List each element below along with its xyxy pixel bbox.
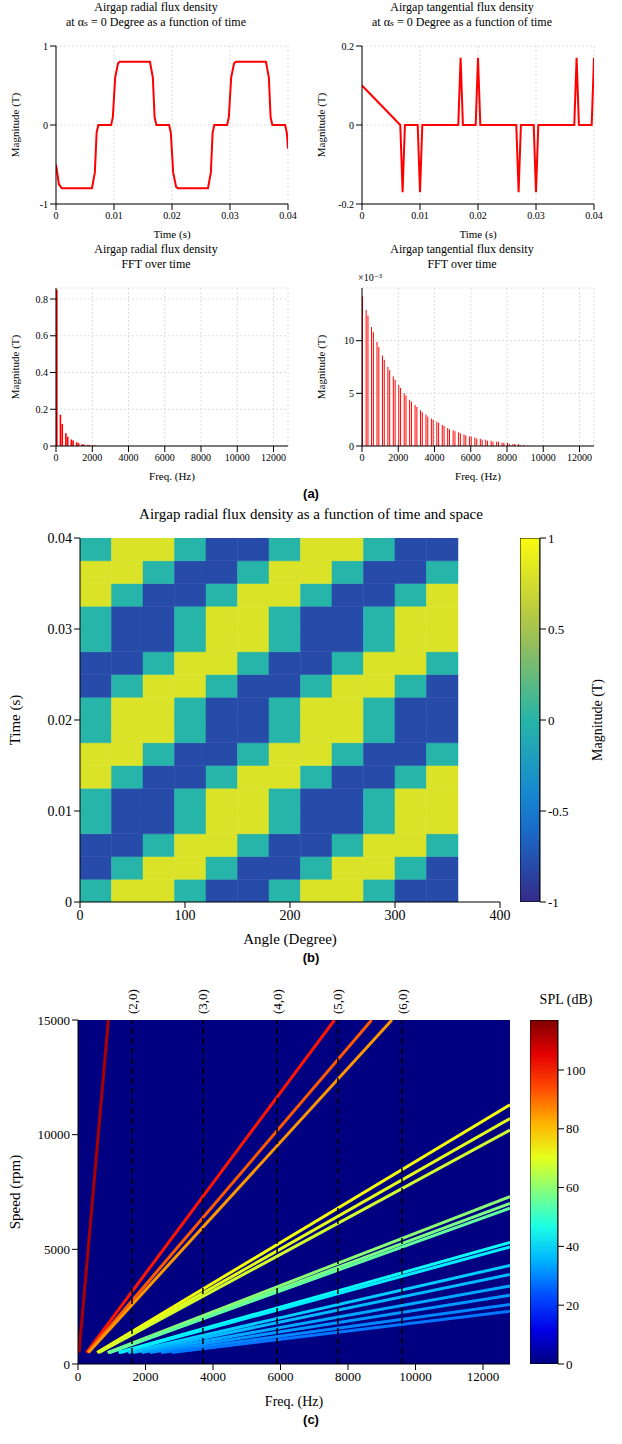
- svg-text:400: 400: [490, 908, 511, 923]
- html-text:(c): (c): [303, 1412, 319, 1427]
- svg-text:Freq. (Hz): Freq. (Hz): [265, 1394, 324, 1410]
- svg-text:20: 20: [566, 1298, 579, 1313]
- svg-text:0.02: 0.02: [48, 713, 73, 728]
- svg-text:0.03: 0.03: [527, 210, 545, 221]
- svg-text:0.2: 0.2: [342, 41, 355, 52]
- svg-text:Speed (rpm): Speed (rpm): [7, 1155, 24, 1230]
- svg-text:4000: 4000: [119, 452, 139, 463]
- svg-text:0: 0: [548, 713, 555, 728]
- svg-text:100: 100: [566, 1063, 586, 1078]
- svg-text:0.03: 0.03: [48, 622, 73, 637]
- svg-text:Time (s): Time (s): [153, 228, 191, 241]
- svg-text:Magnitude (T): Magnitude (T): [590, 679, 606, 761]
- svg-text:Magnitude (T): Magnitude (T): [315, 334, 328, 399]
- svg-text:100: 100: [175, 908, 196, 923]
- html-text:Airgap radial flux density FFT: Airgap radial flux density FFT over time: [94, 242, 218, 271]
- svg-text:0.2: 0.2: [36, 404, 49, 415]
- svg-text:1: 1: [548, 531, 555, 546]
- svg-text:0: 0: [54, 210, 59, 221]
- svg-text:(4,0): (4,0): [270, 989, 285, 1014]
- svg-text:0: 0: [65, 895, 72, 910]
- html-text:(b): (b): [302, 950, 320, 965]
- svg-text:60: 60: [566, 1180, 579, 1195]
- svg-text:0: 0: [77, 908, 84, 923]
- svg-text:0: 0: [349, 441, 354, 452]
- svg-text:-1: -1: [40, 199, 48, 210]
- svg-text:12000: 12000: [567, 452, 592, 463]
- svg-text:Freq. (Hz): Freq. (Hz): [149, 470, 195, 483]
- svg-text:10000: 10000: [399, 1369, 432, 1384]
- svg-text:2000: 2000: [82, 452, 102, 463]
- html-text:(a): (a): [303, 486, 319, 501]
- svg-text:8000: 8000: [191, 452, 211, 463]
- svg-text:6000: 6000: [155, 452, 175, 463]
- svg-text:-1: -1: [548, 895, 559, 910]
- svg-text:-0.2: -0.2: [338, 199, 354, 210]
- svg-text:0: 0: [360, 210, 365, 221]
- svg-text:12000: 12000: [261, 452, 286, 463]
- svg-text:(6,0): (6,0): [395, 989, 410, 1014]
- svg-text:0.04: 0.04: [585, 210, 603, 221]
- svg-text:10000: 10000: [225, 452, 250, 463]
- svg-text:0.6: 0.6: [36, 330, 49, 341]
- svg-text:Time (s): Time (s): [459, 228, 497, 241]
- svg-text:10000: 10000: [531, 452, 556, 463]
- svg-text:12000: 12000: [467, 1369, 500, 1384]
- svg-text:0.04: 0.04: [279, 210, 297, 221]
- svg-text:0.04: 0.04: [48, 531, 73, 546]
- svg-text:Time (s): Time (s): [7, 695, 24, 746]
- svg-text:10000: 10000: [38, 1127, 71, 1142]
- svg-text:40: 40: [566, 1239, 579, 1254]
- svg-text:0: 0: [43, 120, 48, 131]
- svg-text:4000: 4000: [425, 452, 445, 463]
- html-text:Airgap radial flux density as: Airgap radial flux density as a function…: [139, 506, 483, 522]
- svg-text:0.03: 0.03: [221, 210, 239, 221]
- svg-text:(2,0): (2,0): [125, 989, 140, 1014]
- svg-text:0: 0: [43, 441, 48, 452]
- html-text:SPL (dB): SPL (dB): [539, 992, 593, 1007]
- svg-text:6000: 6000: [268, 1369, 294, 1384]
- svg-text:0: 0: [64, 1357, 71, 1372]
- svg-text:8000: 8000: [497, 452, 517, 463]
- svg-text:Angle (Degree): Angle (Degree): [243, 931, 337, 948]
- svg-text:0.5: 0.5: [548, 622, 564, 637]
- svg-text:(5,0): (5,0): [330, 989, 345, 1014]
- svg-text:0.02: 0.02: [469, 210, 487, 221]
- svg-text:0.8: 0.8: [36, 294, 49, 305]
- svg-text:15000: 15000: [38, 1013, 71, 1028]
- svg-text:300: 300: [385, 908, 406, 923]
- svg-text:5000: 5000: [44, 1242, 70, 1257]
- svg-text:0: 0: [566, 1357, 573, 1372]
- svg-text:10: 10: [344, 335, 354, 346]
- svg-text:4000: 4000: [200, 1369, 226, 1384]
- svg-text:Magnitude (T): Magnitude (T): [315, 92, 328, 157]
- svg-text:1: 1: [43, 41, 48, 52]
- svg-text:0.4: 0.4: [36, 367, 49, 378]
- svg-text:6000: 6000: [461, 452, 481, 463]
- svg-text:Magnitude (T): Magnitude (T): [9, 92, 22, 157]
- svg-text:0: 0: [360, 452, 365, 463]
- svg-text:0.01: 0.01: [105, 210, 123, 221]
- svg-text:0.02: 0.02: [163, 210, 181, 221]
- svg-text:5: 5: [349, 388, 354, 399]
- svg-text:-0.5: -0.5: [548, 804, 569, 819]
- html-text:Airgap tangential flux density: Airgap tangential flux density at αₛ = 0…: [372, 0, 552, 29]
- svg-text:8000: 8000: [335, 1369, 361, 1384]
- svg-text:200: 200: [280, 908, 301, 923]
- html-text:Airgap tangential flux density: Airgap tangential flux density FFT over …: [390, 242, 534, 271]
- svg-text:0: 0: [349, 120, 354, 131]
- svg-text:2000: 2000: [133, 1369, 159, 1384]
- svg-text:(3,0): (3,0): [195, 989, 210, 1014]
- svg-text:Magnitude (T): Magnitude (T): [9, 334, 22, 399]
- svg-text:0: 0: [54, 452, 59, 463]
- html-text:Airgap radial flux density at: Airgap radial flux density at αₛ = 0 Deg…: [66, 0, 246, 29]
- svg-text:0: 0: [75, 1369, 82, 1384]
- html-text:×10⁻³: ×10⁻³: [358, 272, 382, 283]
- svg-text:2000: 2000: [388, 452, 408, 463]
- svg-text:0.01: 0.01: [411, 210, 429, 221]
- svg-text:80: 80: [566, 1121, 579, 1136]
- svg-text:Freq. (Hz): Freq. (Hz): [455, 470, 501, 483]
- svg-text:0.01: 0.01: [48, 804, 73, 819]
